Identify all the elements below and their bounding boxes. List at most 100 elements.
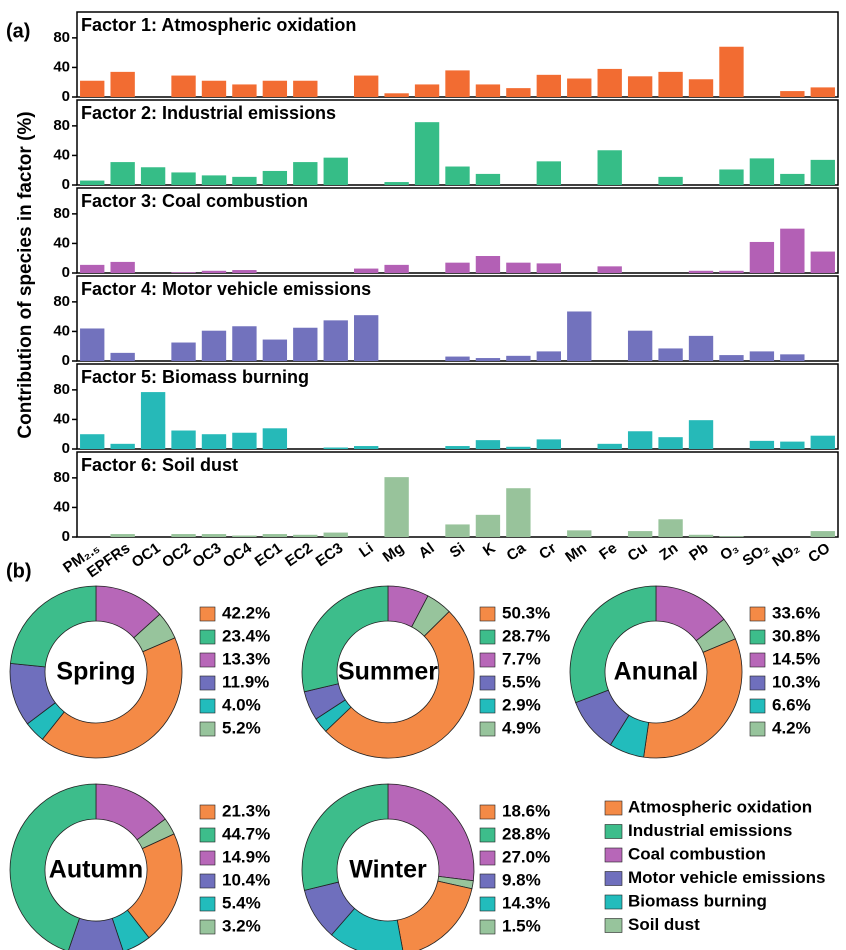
value-label: 13.3% <box>222 649 270 668</box>
y-tick-label: 0 <box>62 528 70 545</box>
legend-swatch <box>479 873 496 889</box>
legend-swatch <box>199 827 216 843</box>
legend-swatch <box>199 629 216 645</box>
bar <box>749 351 775 361</box>
value-label: 4.9% <box>502 718 541 737</box>
bar <box>475 440 501 449</box>
legend-swatch <box>479 804 496 820</box>
bar <box>536 439 561 449</box>
bar <box>688 270 714 273</box>
bar <box>719 270 744 273</box>
legend-swatch <box>199 675 216 691</box>
legend-swatch <box>604 894 623 910</box>
bar <box>201 270 227 273</box>
bar <box>688 79 714 97</box>
value-label: 4.0% <box>222 695 261 714</box>
bar <box>171 272 196 273</box>
x-tick-label: O₃ <box>717 540 742 565</box>
bar <box>780 441 805 449</box>
bar <box>323 447 348 449</box>
panel-label: (a) <box>6 20 30 42</box>
bar <box>658 176 683 185</box>
bar <box>171 430 196 449</box>
legend-swatch <box>479 896 496 912</box>
bar <box>719 169 744 185</box>
y-tick-label: 80 <box>53 381 70 398</box>
bar <box>536 74 561 97</box>
legend-swatch <box>199 698 216 714</box>
x-tick-label: Mn <box>562 540 590 566</box>
bar <box>627 330 653 361</box>
bar <box>80 434 105 449</box>
donut-segment <box>569 585 657 704</box>
y-tick-label: 40 <box>53 498 70 515</box>
bar <box>810 435 835 449</box>
bar <box>354 446 379 449</box>
bar <box>80 80 105 97</box>
value-label: 4.2% <box>772 718 811 737</box>
y-tick-label: 40 <box>53 146 70 163</box>
x-tick-label: EC3 <box>313 540 347 571</box>
y-tick-label: 80 <box>53 29 70 46</box>
y-tick-label: 0 <box>62 352 70 369</box>
bar <box>627 531 653 537</box>
value-label: 5.2% <box>222 718 261 737</box>
value-label: 10.3% <box>772 672 820 691</box>
bar <box>658 519 683 537</box>
bar <box>688 335 714 361</box>
y-tick-label: 40 <box>53 234 70 251</box>
legend-swatch <box>749 606 766 622</box>
value-label: 18.6% <box>502 801 550 820</box>
bar <box>658 348 683 361</box>
legend-swatch <box>199 652 216 668</box>
bar <box>293 327 318 361</box>
bar <box>323 157 348 185</box>
value-label: 14.3% <box>502 893 550 912</box>
legend-label: Soil dust <box>628 915 700 934</box>
bar <box>171 342 196 361</box>
bar <box>414 84 440 97</box>
bar <box>597 443 622 449</box>
bar <box>536 351 561 361</box>
y-tick-label: 0 <box>62 440 70 457</box>
bar <box>506 488 531 537</box>
y-tick-label: 80 <box>53 469 70 486</box>
bar <box>719 536 744 537</box>
x-tick-label: Al <box>416 540 438 563</box>
value-label: 6.6% <box>772 695 811 714</box>
panel-title: Factor 4: Motor vehicle emissions <box>81 279 371 299</box>
bar <box>80 328 105 361</box>
bar <box>780 354 805 361</box>
y-tick-label: 80 <box>53 205 70 222</box>
bar <box>354 75 379 97</box>
value-label: 21.3% <box>222 801 270 820</box>
legend-swatch <box>479 827 496 843</box>
y-tick-label: 0 <box>62 176 70 193</box>
donut-segment <box>68 917 124 950</box>
donut-title: Spring <box>56 658 135 686</box>
bar <box>262 428 288 449</box>
x-tick-label: EC1 <box>252 540 286 571</box>
y-axis-label: Contribution of species in factor (%) <box>15 111 36 438</box>
value-label: 23.4% <box>222 626 270 645</box>
bar <box>80 264 105 273</box>
panel-title: Factor 5: Biomass burning <box>81 367 309 387</box>
legend-swatch <box>479 629 496 645</box>
bar <box>780 173 805 185</box>
bar <box>506 88 531 97</box>
bar <box>475 84 501 97</box>
legend-swatch <box>199 721 216 737</box>
bar <box>658 437 683 449</box>
legend-swatch <box>199 873 216 889</box>
legend-swatch <box>479 698 496 714</box>
bar <box>232 270 257 273</box>
bar <box>110 261 135 273</box>
bar <box>810 159 835 185</box>
panel-title: Factor 2: Industrial emissions <box>81 103 336 123</box>
value-label: 33.6% <box>772 603 820 622</box>
bar <box>719 46 744 97</box>
bar <box>201 330 227 361</box>
legend-label: Industrial emissions <box>628 821 792 840</box>
bar <box>262 170 288 185</box>
bar <box>110 534 135 537</box>
